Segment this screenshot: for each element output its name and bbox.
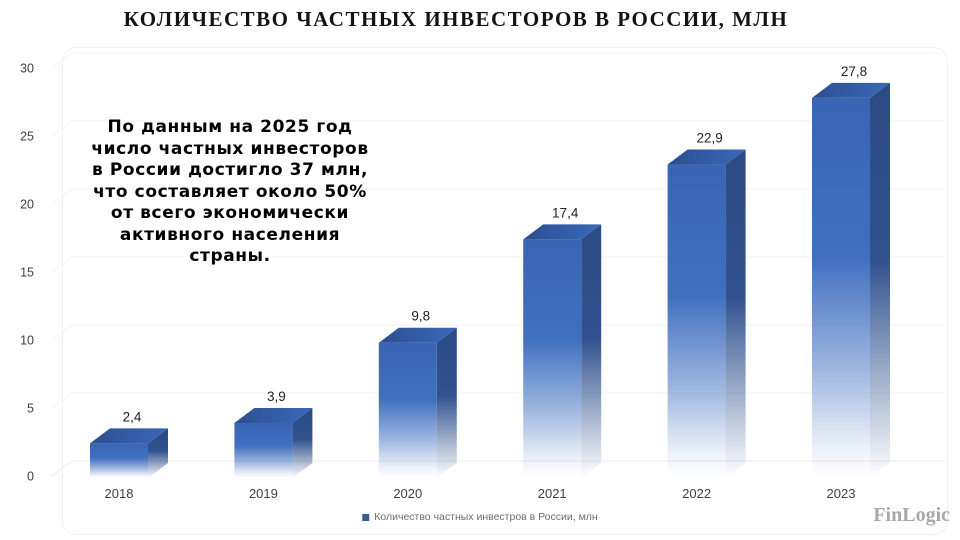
bar-2020: 9,8 — [378, 309, 457, 478]
bar-top-face — [667, 149, 746, 165]
x-tick-2023: 2023 — [827, 486, 856, 501]
y-tick-15: 15 — [20, 266, 34, 280]
plot-area-border — [62, 47, 948, 535]
bar-value-label: 27,8 — [841, 64, 867, 79]
bar-value-label: 9,8 — [411, 309, 430, 324]
bar-side-face — [148, 428, 168, 478]
bar-side-face — [725, 149, 746, 478]
x-tick-2022: 2022 — [682, 486, 711, 501]
bar-front-face — [234, 422, 293, 478]
bar-side-face — [436, 327, 457, 478]
y-tick-25: 25 — [20, 130, 34, 144]
bar-2023: 27,8 — [812, 64, 890, 479]
bar-2022: 22,9 — [667, 131, 746, 478]
y-tick-0: 0 — [27, 470, 34, 484]
bar-value-label: 2,4 — [123, 409, 142, 424]
bar-top-face — [90, 428, 168, 444]
y-tick-20: 20 — [20, 198, 34, 212]
bar-top-face — [378, 327, 457, 343]
gridline-30 — [51, 52, 946, 69]
y-tick-5: 5 — [27, 402, 34, 416]
bar-value-label: 3,9 — [267, 389, 286, 404]
bar-front-face — [812, 97, 870, 479]
gridline-5 — [51, 392, 946, 409]
bar-value-label: 17,4 — [552, 205, 579, 220]
bar-side-face — [292, 407, 313, 478]
watermark-finlogic: FinLogic — [873, 504, 950, 526]
bar-top-face — [234, 407, 313, 423]
gridline-25 — [51, 120, 946, 137]
legend-label: Количество частных инвестров в России, м… — [374, 511, 598, 523]
bar-value-label: 22,9 — [696, 131, 722, 146]
bar-front-face — [90, 443, 148, 478]
gridline-10 — [51, 324, 946, 341]
legend: Количество частных инвестров в России, м… — [362, 511, 598, 523]
annotation-text: По данным на 2025 год число частных инве… — [91, 117, 369, 266]
bar-2019: 3,9 — [234, 389, 313, 478]
bar-side-face — [581, 224, 602, 478]
bar-top-face — [523, 224, 602, 240]
bar-side-face — [870, 82, 890, 479]
gridline-0 — [51, 460, 946, 477]
x-tick-2018: 2018 — [105, 486, 134, 501]
legend-marker-icon — [362, 514, 370, 521]
x-tick-2020: 2020 — [393, 486, 422, 501]
x-tick-2021: 2021 — [538, 486, 567, 501]
chart-title: КОЛИЧЕСТВО ЧАСТНЫХ ИНВЕСТОРОВ В РОССИИ, … — [123, 7, 789, 31]
x-tick-2019: 2019 — [249, 486, 278, 501]
bar-front-face — [523, 239, 582, 478]
bar-front-face — [378, 342, 437, 478]
bar-2018: 2,4 — [90, 409, 168, 478]
y-tick-30: 30 — [20, 62, 34, 76]
bar-front-face — [667, 164, 726, 478]
bar-top-face — [812, 82, 890, 98]
y-tick-10: 10 — [20, 334, 34, 348]
gridline-20 — [51, 188, 946, 205]
bar-2021: 17,4 — [523, 205, 602, 478]
gridline-15 — [51, 256, 946, 273]
